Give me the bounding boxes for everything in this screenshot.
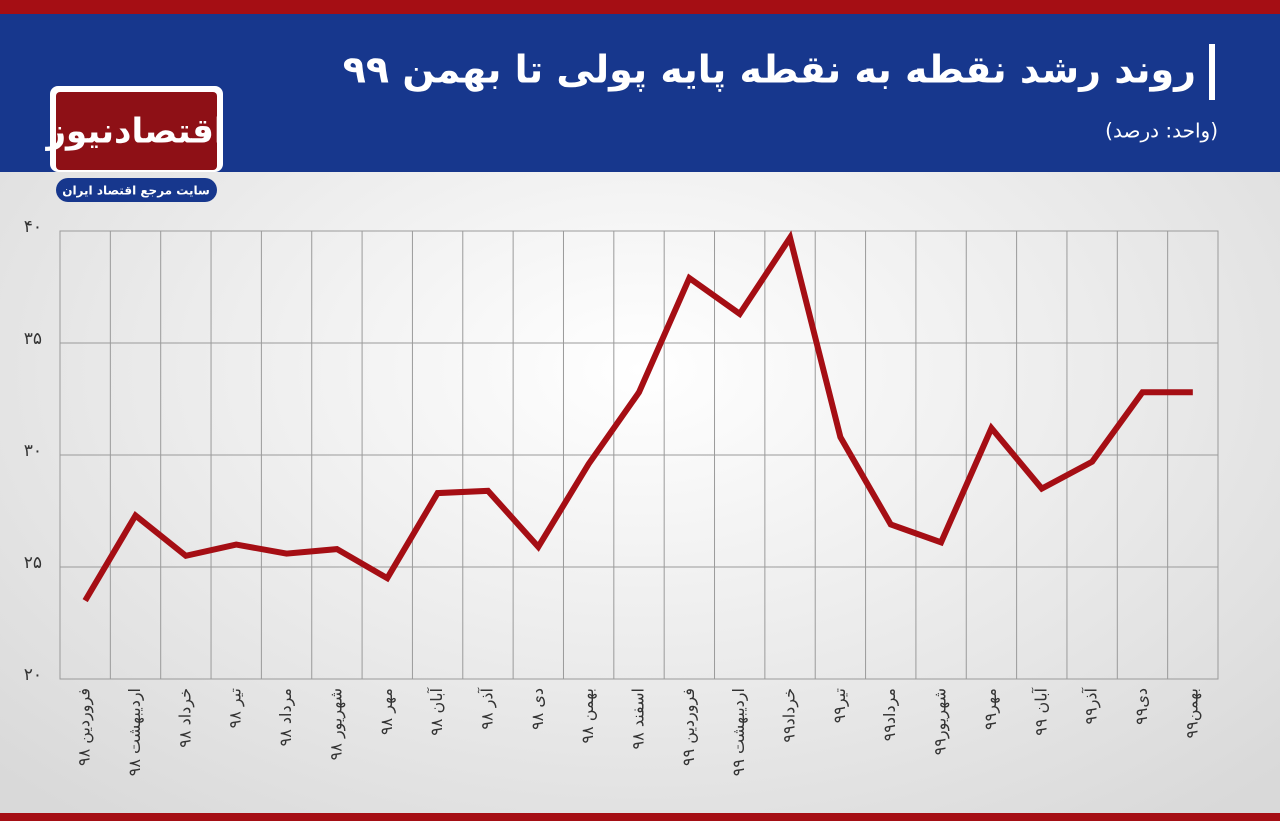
- y-tick-label: ۴۰: [24, 217, 42, 237]
- x-tick-label: شهریور۹۹: [931, 688, 951, 755]
- x-tick-label: دی ۹۸: [528, 688, 547, 730]
- x-tick-label: بهمن ۹۸: [578, 688, 598, 744]
- y-tick-label: ۳۰: [24, 441, 42, 461]
- x-tick-label: اردیبهشت ۹۸: [125, 688, 145, 776]
- y-tick-label: ۳۵: [24, 329, 42, 349]
- x-tick-label: مهر ۹۸: [377, 688, 397, 735]
- x-tick-label: دی۹۹: [1132, 688, 1151, 725]
- x-tick-label: آبان ۹۹: [1031, 686, 1050, 735]
- x-tick-label: آبان ۹۸: [427, 686, 446, 735]
- logo-tagline: سایت مرجع اقتصاد ایران: [62, 184, 210, 198]
- x-tick-label: آذر ۹۸: [477, 686, 497, 729]
- logo-name: اقتصادنیوز: [44, 112, 225, 152]
- x-tick-label: خرداد۹۹: [780, 688, 800, 743]
- logo-tagline-box: [56, 178, 217, 202]
- x-tick-label: بهمن۹۹: [1182, 688, 1202, 738]
- chart-subtitle: (واحد: درصد): [1105, 119, 1218, 143]
- chart-title: روند رشد نقطه به نقطه پایه پولی تا بهمن …: [343, 48, 1196, 93]
- x-tick-label: اسفند ۹۸: [629, 688, 648, 749]
- x-tick-label: مرداد ۹۸: [276, 688, 296, 746]
- x-tick-label: تیر۹۹: [830, 688, 850, 723]
- bottom-strip: [0, 813, 1280, 821]
- x-tick-label: آذر۹۹: [1082, 686, 1102, 724]
- logo-box: [56, 92, 217, 170]
- top-strip: [0, 0, 1280, 14]
- x-tick-label: خرداد ۹۸: [175, 688, 195, 748]
- x-tick-label: فروردین ۹۸: [75, 688, 95, 766]
- x-tick-label: فروردین ۹۹: [679, 688, 699, 766]
- x-tick-label: مهر۹۹: [981, 688, 1001, 730]
- x-tick-label: شهریور ۹۸: [326, 688, 346, 760]
- y-tick-label: ۲۵: [24, 553, 42, 573]
- data-line: [82, 230, 1193, 603]
- x-tick-label: اردیبهشت ۹۹: [729, 688, 749, 776]
- x-tick-label: مرداد۹۹: [880, 688, 900, 741]
- y-tick-label: ۲۰: [24, 665, 42, 685]
- x-tick-label: تیر ۹۸: [226, 688, 246, 728]
- title-bar: [1209, 44, 1215, 100]
